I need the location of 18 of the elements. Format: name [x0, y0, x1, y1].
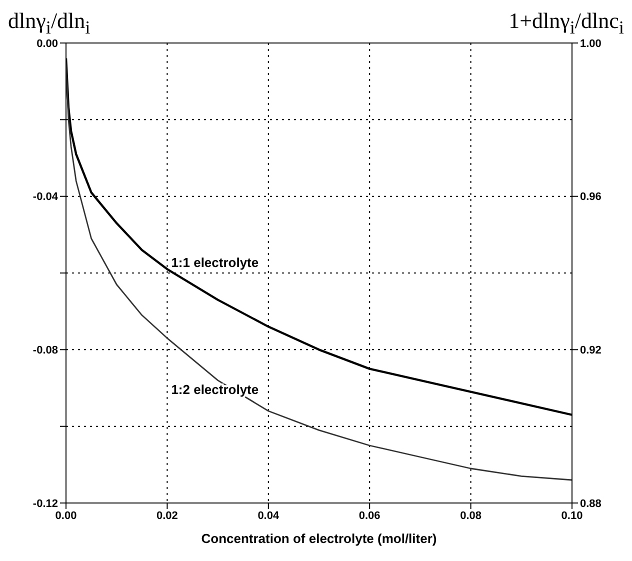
- y-axis-title: dlnγ$_{i}$/dln$_{i}$: [8, 8, 90, 38]
- y2-tick-label: 0.92: [580, 344, 602, 357]
- x-tick-label: 0.10: [561, 510, 583, 522]
- y2-tick-label: 0.88: [580, 498, 602, 510]
- y-tick-label: -0.04: [32, 191, 59, 204]
- y-tick-label: -0.12: [32, 498, 58, 510]
- x-tick-label: 0.00: [55, 510, 77, 522]
- x-tick-label: 0.08: [460, 510, 482, 522]
- series-label: 1:1 electrolyte: [171, 255, 259, 270]
- y2-tick-label: 1.00: [580, 38, 602, 50]
- x-tick-label: 0.06: [358, 510, 380, 522]
- y2-tick-label: 0.96: [580, 191, 602, 204]
- x-tick-label: 0.04: [258, 510, 280, 522]
- x-axis-title: Concentration of electrolyte (mol/liter): [201, 531, 437, 546]
- y-tick-label: 0.00: [36, 38, 58, 50]
- y-tick-label: -0.08: [32, 344, 58, 357]
- x-tick-label: 0.02: [156, 510, 178, 522]
- y2-axis-title: 1+dlnγ$_{i}$/dlnc$_{i}$: [508, 8, 624, 38]
